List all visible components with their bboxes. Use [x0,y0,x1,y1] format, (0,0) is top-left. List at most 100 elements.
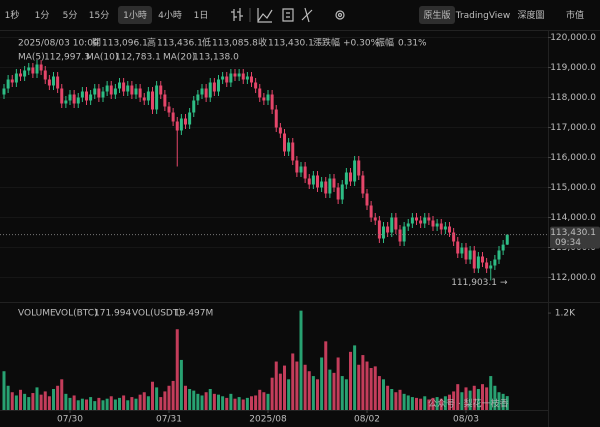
candle-body [287,142,291,152]
volume-bar [142,392,146,410]
candle-body [472,250,476,269]
candle-body [435,223,439,227]
header-item-name: 振幅 [376,37,394,49]
volume-bar [377,376,381,410]
volume-bar [6,385,10,410]
candle-body [241,73,245,80]
candle-body [311,175,315,185]
tool-icon[interactable] [301,7,313,23]
candle-body [64,100,68,104]
last-price-label: 113,430.1 [550,228,596,238]
volume-bar [481,384,484,410]
volume-bar [43,391,47,410]
volume-bar [122,395,126,410]
volume-bar [485,387,489,410]
candle-body [245,76,249,80]
view-button[interactable]: TradingView [455,11,510,21]
candle-body [27,67,31,71]
candle-body [464,247,468,260]
header-item-value: +0.30% [343,39,380,49]
view-button[interactable]: 原生版 [423,9,450,21]
last-price-box [550,226,600,249]
candle-body [485,262,489,269]
candle-body [419,220,423,224]
volume-bar [295,361,299,410]
candle-body [151,91,154,110]
candle-body [237,73,241,77]
candle-body [89,94,93,101]
volume-bar [476,389,480,410]
interval-button[interactable]: 4小時 [158,10,182,21]
view-button[interactable]: 市值 [566,9,584,21]
volume-bar [398,389,402,410]
volume-bar [357,364,361,410]
volume-bar [443,396,447,410]
candle-icon[interactable] [231,8,243,21]
candle-body [142,97,146,101]
candle-body [398,229,402,242]
view-button[interactable]: 深度圖 [517,9,544,21]
interval-button[interactable]: 1小時 [123,10,147,21]
y-tick-label: 118,000.0 [550,93,596,103]
volume-bar [299,310,303,410]
x-tick-label: 08/02 [354,415,380,425]
header-item-value: 0.31% [398,39,427,49]
volume-bar [493,385,497,410]
volume-bar [311,376,315,410]
candle-body [118,82,121,89]
settings-icon-dot [337,12,343,18]
volume-bar [365,361,369,410]
interval-button[interactable]: 1秒 [5,9,20,21]
candle-body [307,178,311,185]
candle-body [52,76,55,86]
volume-bar [402,393,406,410]
draw-icon[interactable] [282,8,294,22]
candle-body [481,256,484,263]
candle-body [505,234,509,245]
candle-body [155,85,159,110]
view-active-bg [419,6,455,24]
interval-button[interactable]: 5分 [63,10,78,21]
interval-button[interactable]: 1日 [194,10,209,21]
candle-body [43,70,47,80]
volume-item-value: 19.497M [174,309,213,319]
candle-body [357,160,361,176]
candle-body [402,226,406,242]
volume-bar [101,400,105,410]
candle-body [328,178,332,194]
volume-bar [212,393,216,410]
candle-body [171,112,175,122]
x-tick-label: 08/03 [453,415,479,425]
watermark: 公众号 · 梨花一枝香 [428,398,509,410]
candle-body [295,160,299,173]
candle-body [468,250,472,260]
volume-bar [233,398,237,410]
interval-button[interactable]: 1分 [35,10,50,21]
candle-body [138,88,142,98]
candle-body [344,172,348,185]
volume-bar [497,392,501,410]
volume-bar [10,392,14,410]
volume-bar [146,396,150,410]
volume-bar [171,380,175,410]
volume-bar [159,397,163,410]
indicator-icon[interactable] [257,8,273,23]
volume-bar [382,379,385,410]
header-item-name: 漲跌幅 [313,37,340,49]
candle-body [340,184,344,200]
settings-icon[interactable] [335,10,345,20]
candle-body [126,85,130,92]
volume-item-value: 171.994 [94,309,131,319]
volume-bar [316,379,319,410]
volume-bar [386,385,390,410]
volume-bar [505,396,509,410]
y-tick-label: 119,000.0 [550,63,596,73]
candle-body [382,226,385,239]
candle-body [80,91,84,98]
volume-bar [151,381,154,410]
candle-body [353,160,357,182]
interval-button[interactable]: 15分 [89,10,109,21]
volume-bar [328,369,332,410]
candle-body [324,181,328,194]
candle-body [303,166,307,179]
